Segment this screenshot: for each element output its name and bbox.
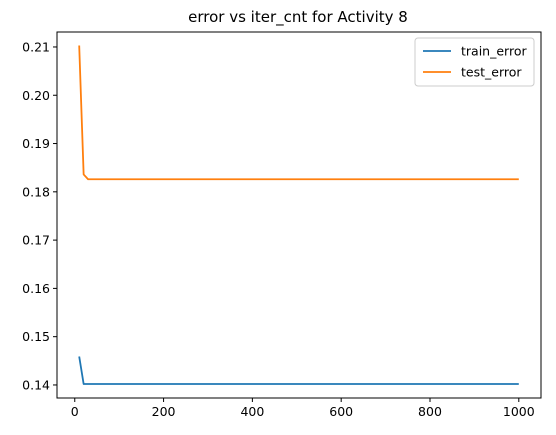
axes-frame <box>56 31 542 399</box>
x-tick-label: 200 <box>152 404 176 419</box>
legend-box <box>414 37 535 87</box>
y-tick-label: 0.18 <box>22 184 50 199</box>
x-axis: 0 200 400 600 800 1000 <box>71 398 535 419</box>
y-axis: 0.14 0.15 0.16 0.17 0.18 0.19 0.20 0.21 <box>22 39 57 392</box>
legend-label: test_error <box>461 65 522 80</box>
y-tick-label: 0.20 <box>22 88 50 103</box>
x-tick-label: 400 <box>240 404 264 419</box>
y-tick-label: 0.19 <box>22 136 50 151</box>
y-tick-label: 0.21 <box>22 39 50 54</box>
legend-label: train_error <box>461 44 527 59</box>
chart-title: error vs iter_cnt for Activity 8 <box>188 8 408 27</box>
x-tick-label: 800 <box>418 404 442 419</box>
x-tick-label: 1000 <box>503 404 535 419</box>
y-tick-label: 0.16 <box>22 281 50 296</box>
x-tick-label: 0 <box>71 404 79 419</box>
y-tick-label: 0.17 <box>22 233 50 248</box>
series-line-test-error <box>78 45 519 181</box>
x-tick-label: 600 <box>329 404 353 419</box>
y-tick-label: 0.14 <box>22 377 50 392</box>
y-tick-label: 0.15 <box>22 329 50 344</box>
series-line-train-error <box>78 356 519 385</box>
plot-area <box>78 45 519 385</box>
legend: train_error test_error <box>414 37 535 87</box>
